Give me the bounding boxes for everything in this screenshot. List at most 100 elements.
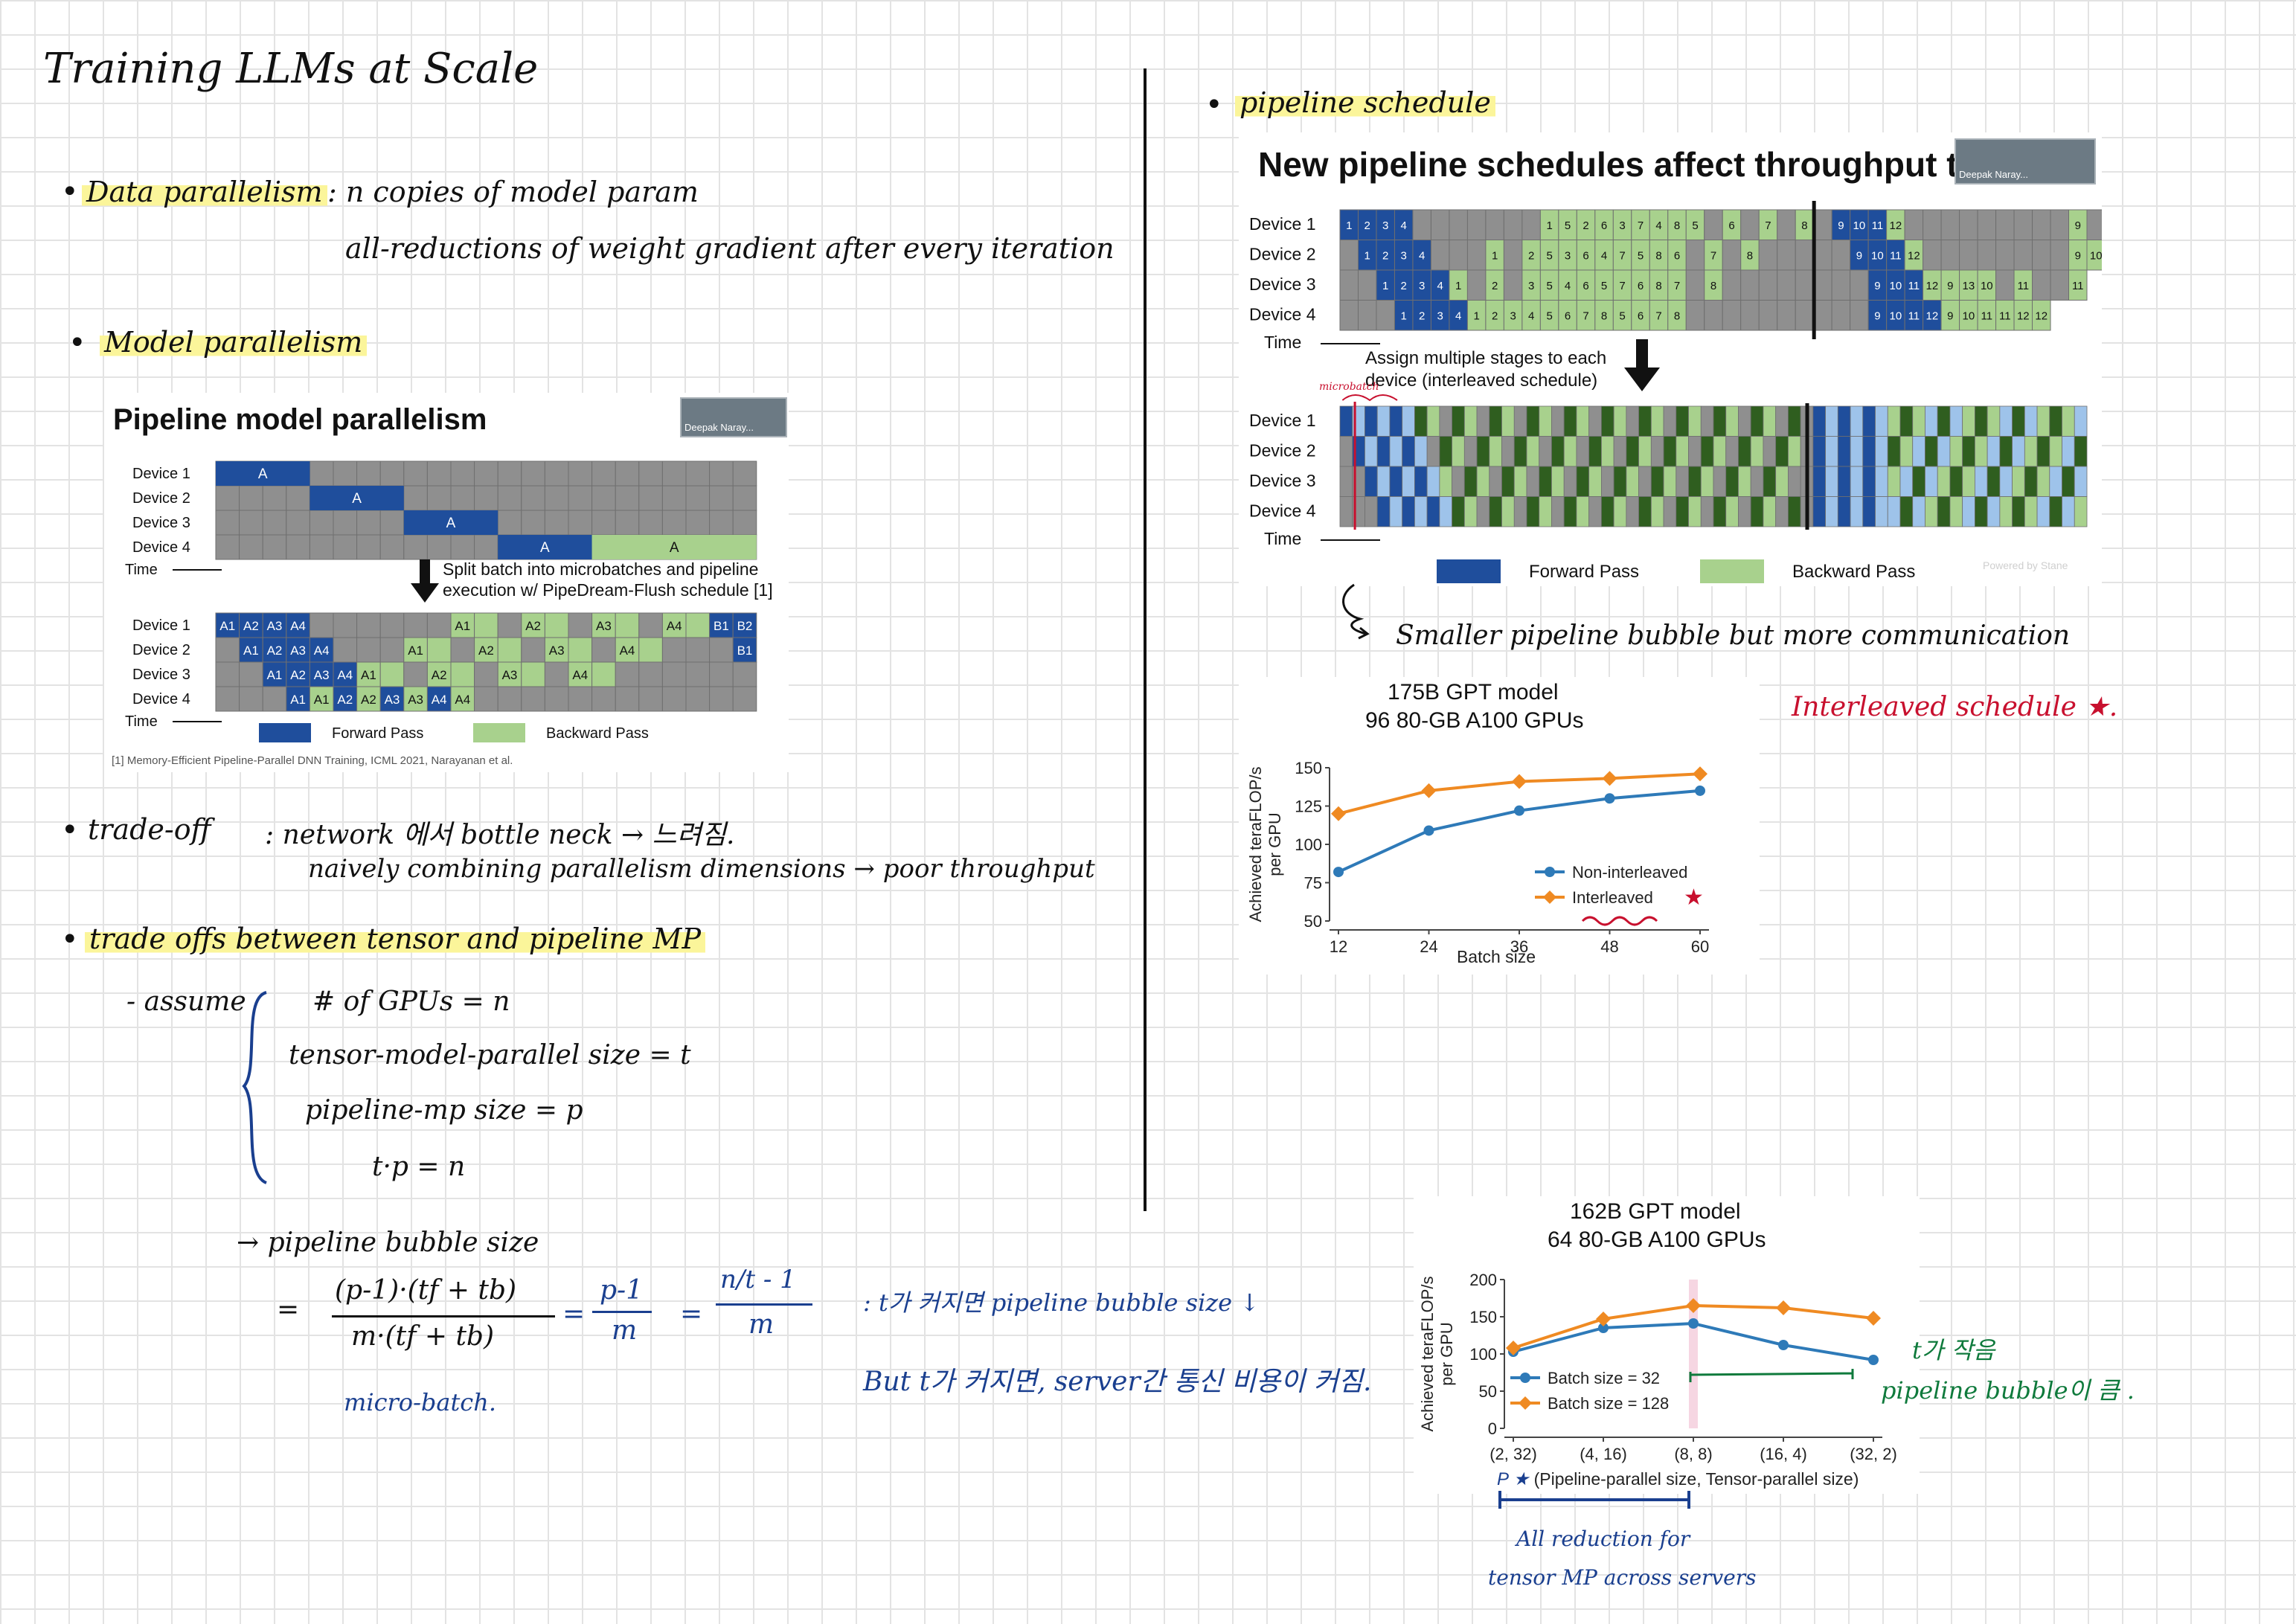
microbatch-cell (521, 686, 545, 712)
y-axis-label: per GPU (1266, 812, 1284, 876)
schedule-cell-label: 11 (1908, 310, 1920, 323)
interleaved-cell (1663, 436, 1677, 467)
schedule-cell (1612, 269, 1632, 301)
schedule-cell-label: 4 (1655, 219, 1661, 232)
schedule-cell-label: 9 (2075, 219, 2081, 232)
time-label: Time (1264, 529, 1301, 548)
schedule-cell (286, 485, 310, 511)
microbatch-label: B1 (714, 619, 729, 633)
microbatch-cell (215, 612, 240, 638)
interleaved-cell (1862, 405, 1876, 437)
schedule-cell (426, 534, 452, 560)
interleaved-cell (1862, 496, 1876, 527)
interleaved-cell (1439, 436, 1453, 467)
schedule-cell-label: 5 (1601, 280, 1607, 292)
interleaved-cell (2024, 496, 2038, 527)
schedule-cell (544, 510, 569, 536)
schedule-cell (1466, 209, 1487, 240)
schedule-cell-label: 1 (1473, 310, 1479, 323)
microbatch-label: A3 (267, 619, 283, 633)
interleaved-cell (1713, 405, 1727, 437)
schedule-cell-label: 10 (1981, 280, 1993, 292)
interleaved-cell (1725, 466, 1739, 497)
column-divider (1144, 68, 1147, 1211)
data-parallelism-label: Data parallelism (82, 176, 327, 208)
schedule-cell (1923, 240, 1942, 271)
schedule-cell (544, 460, 569, 487)
interleaved-cell (1376, 405, 1391, 437)
schedule-cell (426, 460, 452, 487)
interleaved-cell (1688, 496, 1702, 527)
interleaved-cell (1551, 466, 1565, 497)
interleaved-cell (1414, 496, 1428, 527)
pipeline-schedule-label: pipeline schedule (1235, 86, 1495, 119)
chart-175b: 50 75 100 125 150 12 24 36 48 60 Non-interleaved In… (1246, 759, 1709, 966)
interleaved-cell (1825, 466, 1838, 497)
interleaved-cell (1600, 496, 1614, 527)
microbatch-label: A4 (572, 668, 588, 682)
schedule-panel: New pipeline schedules affect throughput… (1239, 132, 2102, 586)
schedule-cell (1777, 269, 1796, 301)
schedule-cell (1394, 240, 1414, 271)
device-label: Device 2 (132, 642, 190, 658)
schedule-cell-label: 4 (1528, 310, 1534, 323)
highlight-band (1689, 1280, 1698, 1428)
schedule-cell (1995, 209, 2015, 240)
pipeline-diagram: A A A A A Device 1 Device 2 Device 3 Device 4 Tim… (125, 460, 757, 742)
interleaved-cell (1887, 466, 1901, 497)
schedule-cell (1466, 240, 1487, 271)
microbatch-cell (615, 661, 640, 687)
interleaved-cell (1489, 436, 1502, 467)
schedule-cell-label: 2 (1365, 219, 1370, 232)
time-label: Time (125, 562, 158, 578)
schedule-cell (1430, 300, 1450, 331)
interleaved-cell (1925, 466, 1938, 497)
interleaved-cell (1426, 436, 1440, 467)
interleaved-cell (1389, 466, 1403, 497)
x-tick-label: (32, 2) (1850, 1445, 1897, 1463)
schedule-cell (1594, 209, 1614, 240)
microbatch-cell (732, 661, 757, 687)
schedule-cell-label: 2 (1492, 280, 1498, 292)
schedule-cell (1685, 269, 1705, 301)
interleaved-cell (1600, 436, 1614, 467)
microbatch-label: A2 (267, 643, 283, 658)
legend-forward-label: Forward Pass (1529, 562, 1639, 582)
interleaved-cell (1439, 466, 1453, 497)
schedule-cell (1923, 209, 1942, 240)
interleaved-cell (1675, 405, 1689, 437)
microbatch-label: A4 (337, 668, 353, 682)
schedule-cell-label: 4 (1401, 219, 1407, 232)
schedule-cell-label: 7 (1619, 250, 1625, 263)
microbatch-cell (356, 637, 381, 663)
x-tick-label: 60 (1691, 937, 1709, 956)
interleaved-cell (1389, 405, 1403, 437)
interleaved-cell (1402, 466, 1415, 497)
y-axis-label: per GPU (1437, 1322, 1456, 1386)
interleaved-cell (1376, 466, 1391, 497)
schedule-cell-label: 10 (1853, 219, 1866, 232)
fraction-bar-2 (592, 1311, 652, 1313)
schedule-cell (333, 460, 358, 487)
schedule-cell-label: 9 (1838, 219, 1844, 232)
interleaved-cell (1588, 466, 1602, 497)
data-point (1778, 1340, 1789, 1350)
schedule-cell-label: 5 (1565, 219, 1571, 232)
microbatch-cell (309, 686, 334, 712)
interleaved-cell (2074, 466, 2088, 497)
microbatch-label: A4 (455, 693, 470, 707)
bubble-denominator-2: m (612, 1315, 638, 1346)
chart1-title-2: 96 80-GB A100 GPUs (1365, 708, 1584, 733)
schedule-cell (1594, 300, 1614, 331)
microbatch-label: A4 (667, 619, 682, 633)
schedule-cell-label: 12 (1890, 219, 1902, 232)
x-tick-label: 36 (1510, 937, 1528, 956)
bubble-note-1: : t가 커지면 pipeline bubble size ↓ (863, 1288, 1260, 1317)
microbatch-label: A4 (620, 643, 635, 658)
fraction-bar-3 (716, 1303, 812, 1306)
schedule-cell-label: 8 (1710, 280, 1716, 292)
powered-by-watermark: Powered by Stane (1983, 559, 2068, 571)
schedule-cell-label: 1 (1455, 280, 1461, 292)
interleaved-cell (2036, 466, 2050, 497)
schedule-cell-label: 8 (1601, 310, 1607, 323)
